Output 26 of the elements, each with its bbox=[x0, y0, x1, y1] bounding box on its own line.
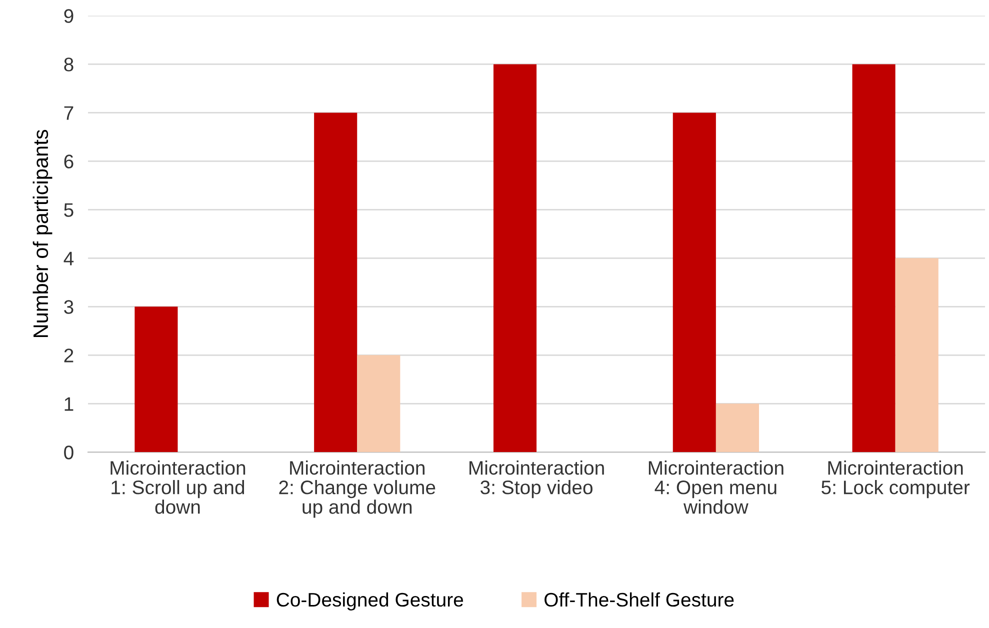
y-tick-label: 1 bbox=[64, 397, 74, 411]
y-tick-label: 9 bbox=[64, 9, 74, 23]
y-tick-label: 3 bbox=[64, 300, 74, 314]
x-tick-label: Microinteraction 1: Scroll up and down bbox=[110, 460, 246, 514]
y-tick-label: 8 bbox=[64, 58, 74, 72]
bar bbox=[716, 404, 759, 452]
y-tick-label: 5 bbox=[64, 203, 74, 217]
y-tick-label: 4 bbox=[64, 252, 74, 266]
x-tick-label: Microinteraction 2: Change volume up and down bbox=[279, 460, 436, 518]
x-tick-label: Microinteraction 5: Lock computer bbox=[822, 460, 970, 498]
bar bbox=[852, 64, 896, 452]
bar bbox=[357, 355, 400, 452]
bar bbox=[314, 112, 358, 452]
y-tick-label: 7 bbox=[64, 106, 74, 120]
legend-label: Off-The-Shelf Gesture bbox=[544, 592, 734, 607]
bar bbox=[672, 112, 716, 452]
bar bbox=[493, 64, 537, 452]
bar bbox=[895, 258, 938, 452]
bar bbox=[134, 306, 178, 452]
y-tick-label: 0 bbox=[64, 446, 74, 460]
x-tick-label: Microinteraction 4: Open menu window bbox=[648, 460, 784, 514]
y-tick-label: 6 bbox=[64, 154, 74, 168]
legend-label: Co-Designed Gesture bbox=[276, 592, 464, 610]
y-axis-title: Number of participants bbox=[32, 130, 52, 338]
x-tick-label: Microinteraction 3: Stop video bbox=[470, 460, 604, 498]
y-tick-label: 2 bbox=[64, 348, 74, 362]
